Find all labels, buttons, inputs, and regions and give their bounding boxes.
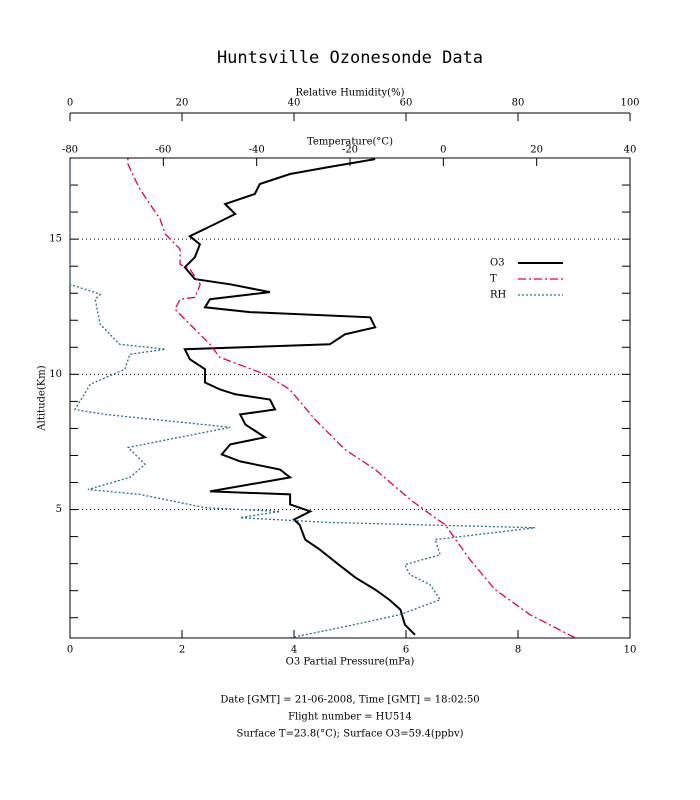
x2-tick-label: -40 [249,145,265,156]
note: Surface T=23.8(°C); Surface O3=59.4(ppbv… [236,729,463,740]
legend-label: T [490,274,497,285]
legend-label: RH [490,290,507,301]
x3-tick-label: 20 [176,98,189,109]
plot-frame [69,157,631,639]
x3-tick-label: 0 [67,98,73,109]
legend-label: O3 [490,258,505,269]
x2-tick-label: 0 [440,145,446,156]
y-tick-label: 10 [49,369,62,380]
x3-tick-label: 80 [512,98,525,109]
x-tick-label: 4 [291,645,297,656]
series-line [69,158,535,639]
x-tick-label: 8 [515,645,521,656]
x3-tick-label: 100 [620,98,639,109]
note: Flight number = HU514 [288,712,412,723]
x2-tick-label: -20 [342,145,358,156]
note: Date [GMT] = 21-06-2008, Time [GMT] = 18… [220,695,479,706]
x-tick-label: 0 [67,645,73,656]
x-axis-label: O3 Partial Pressure(mPa) [286,657,415,668]
x-tick-label: 6 [403,645,409,656]
x2-tick-label: -60 [155,145,171,156]
x2-tick-label: -80 [62,145,78,156]
x-tick-label: 10 [624,645,637,656]
x2-axis-label: Temperature(°C) [307,137,393,148]
x-tick-label: 2 [179,645,185,656]
x3-tick-label: 60 [400,98,413,109]
series-line [183,158,416,636]
x3-tick-label: 40 [288,98,301,109]
y-tick-label: 5 [56,504,62,515]
x2-tick-label: 20 [530,145,543,156]
y-tick-label: 15 [49,234,62,245]
series-line [127,158,576,639]
chart-title: Huntsville Ozonesonde Data [217,48,483,68]
x2-tick-label: 40 [624,145,637,156]
x3-axis-label: Relative Humidity(%) [296,88,405,99]
y-axis-label: Altitude(Km) [37,365,48,431]
